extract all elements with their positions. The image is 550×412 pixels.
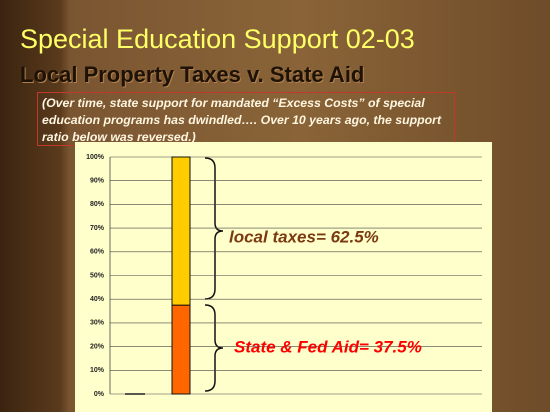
subtitle: Local Property Taxes v. State Aid <box>20 62 365 87</box>
brace <box>204 304 224 392</box>
title: Special Education Support 02-03 <box>20 24 415 54</box>
y-tick-label: 0% <box>94 391 105 398</box>
y-tick-label: 40% <box>90 296 105 303</box>
brace <box>204 157 224 300</box>
y-tick-label: 70% <box>90 225 105 232</box>
note: (Over time, state support for mandated “… <box>37 92 455 146</box>
y-tick-label: 90% <box>90 178 105 185</box>
y-tick-label: 30% <box>90 320 105 327</box>
bar-segment <box>171 156 191 306</box>
y-tick-label: 10% <box>90 367 105 374</box>
y-tick-label: 50% <box>90 272 105 279</box>
y-tick-label: 100% <box>86 154 105 161</box>
y-tick-label: 60% <box>90 249 105 256</box>
y-tick-label: 80% <box>90 201 105 208</box>
data-label: local taxes= 62.5% <box>229 227 379 246</box>
y-tick-label: 20% <box>90 343 105 350</box>
bar-segment <box>171 304 191 395</box>
data-label: State & Fed Aid= 37.5% <box>234 337 422 356</box>
chart-area <box>75 142 492 412</box>
